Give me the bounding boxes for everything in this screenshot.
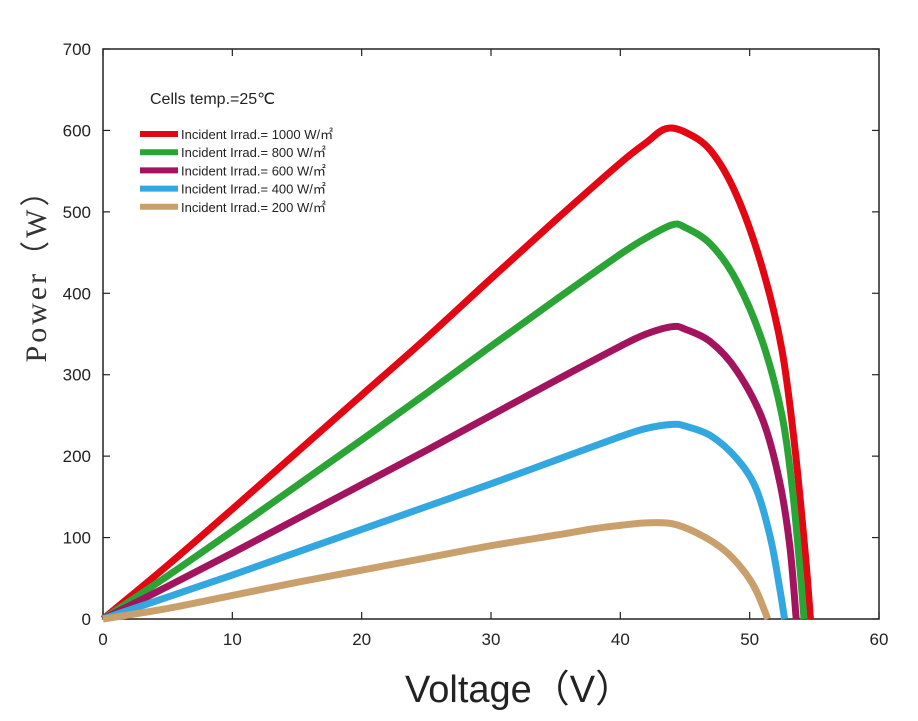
legend-label: Incident Irrad.= 800 W/㎡ <box>181 145 326 160</box>
temperature-annotation: Cells temp.=25℃ <box>150 91 275 108</box>
legend-label: Incident Irrad.= 1000 W/㎡ <box>181 127 333 142</box>
y-tick-label: 0 <box>82 610 91 629</box>
series-line-0 <box>100 124 814 622</box>
series-line-4 <box>102 519 772 623</box>
y-tick-label: 400 <box>63 284 91 303</box>
legend-label: Incident Irrad.= 600 W/㎡ <box>181 163 326 178</box>
legend: Incident Irrad.= 1000 W/㎡ Incident Irrad.… <box>140 127 333 215</box>
series-line-1 <box>101 220 808 622</box>
y-tick-label: 300 <box>63 366 91 385</box>
x-tick-label: 30 <box>482 630 501 649</box>
y-tick-label: 500 <box>63 203 91 222</box>
y-tick-label: 700 <box>63 40 91 59</box>
x-tick-label: 50 <box>740 630 759 649</box>
y-axis-title: Power（W） <box>20 174 53 363</box>
x-tick-label: 20 <box>352 630 371 649</box>
series-lines <box>100 124 814 623</box>
x-tick-labels: 0 10 20 30 40 50 60 <box>98 630 888 649</box>
y-tick-labels: 0 100 200 300 400 500 600 700 <box>63 40 91 629</box>
axis-ticks <box>102 48 880 620</box>
x-tick-label: 60 <box>870 630 889 649</box>
y-tick-label: 100 <box>63 529 91 548</box>
x-tick-label: 0 <box>98 630 107 649</box>
y-tick-label: 200 <box>63 447 91 466</box>
legend-label: Incident Irrad.= 400 W/㎡ <box>181 182 326 197</box>
series-line-3 <box>101 420 789 623</box>
y-tick-label: 600 <box>63 121 91 140</box>
x-tick-label: 40 <box>611 630 630 649</box>
legend-label: Incident Irrad.= 200 W/㎡ <box>181 200 326 215</box>
x-tick-label: 10 <box>223 630 242 649</box>
series-line-2 <box>101 322 800 623</box>
x-axis-title: Voltage（V） <box>405 669 633 711</box>
